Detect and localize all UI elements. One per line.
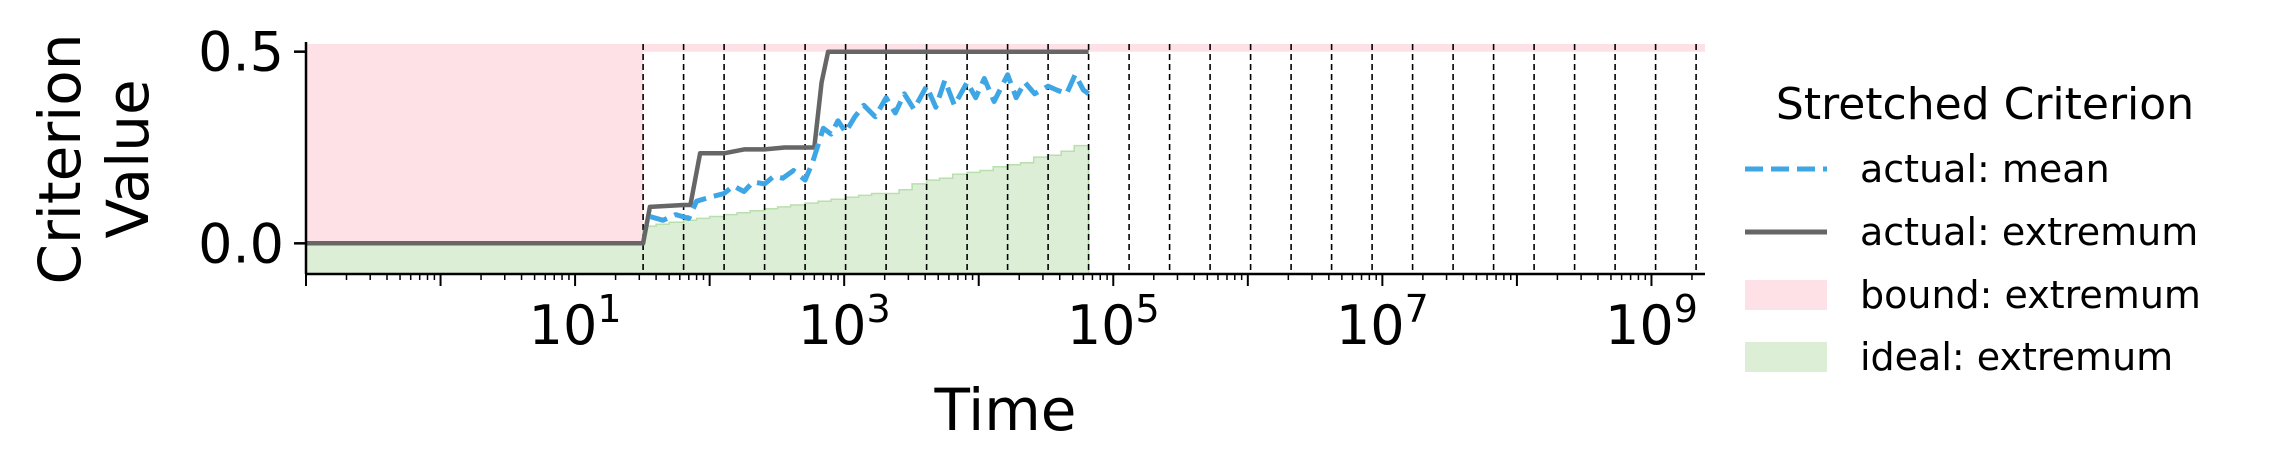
series-actual-mean — [649, 72, 1091, 223]
x-axis-label: Time — [934, 376, 1077, 444]
legend-swatch-ideal-extremum — [1745, 342, 1827, 372]
legend: Stretched Criterion actual: mean actual: … — [1745, 79, 2201, 379]
reference-vlines — [642, 44, 1697, 274]
legend-title: Stretched Criterion — [1776, 79, 2194, 130]
y-tick-label-0: 0.0 — [198, 212, 284, 275]
series-actual-extremum — [306, 49, 1089, 246]
x-tick-label-4: 109 — [1605, 287, 1698, 357]
legend-label-actual-extremum: actual: extremum — [1860, 210, 2198, 254]
chart-lines — [306, 49, 1091, 246]
legend-swatch-bound-extremum — [1745, 280, 1827, 310]
x-tick-label-2: 105 — [1067, 287, 1160, 357]
axes: 0.0 0.5 101 103 105 107 109 — [198, 21, 1705, 357]
y-axis-label: Criterion Value — [26, 33, 162, 284]
x-tick-label-1: 103 — [798, 287, 891, 357]
x-tick-label-0: 101 — [529, 287, 622, 357]
chart-areas — [306, 44, 1705, 274]
y-axis-label-line1: Criterion — [26, 33, 94, 284]
legend-label-actual-mean: actual: mean — [1860, 147, 2110, 191]
legend-label-bound-extremum: bound: extremum — [1860, 273, 2201, 317]
y-tick-label-1: 0.5 — [198, 21, 284, 84]
area-ideal-extremum — [306, 144, 1090, 274]
x-tick-label-3: 107 — [1336, 287, 1429, 357]
y-axis-label-line2: Value — [94, 79, 162, 238]
legend-label-ideal-extremum: ideal: extremum — [1860, 335, 2173, 379]
